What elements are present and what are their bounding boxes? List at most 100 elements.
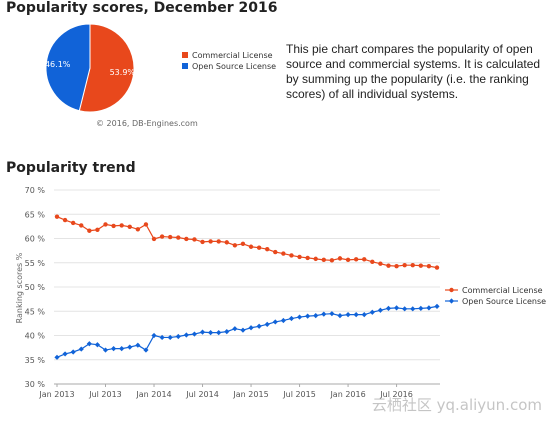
- data-point: [95, 227, 100, 232]
- data-point: [86, 341, 92, 347]
- data-point: [119, 223, 124, 228]
- y-axis-label: Ranking scores %: [15, 252, 24, 323]
- data-point: [305, 255, 310, 261]
- legend-swatch: [182, 52, 188, 58]
- data-point: [273, 249, 278, 255]
- pie-slice-open-source: [45, 23, 91, 112]
- data-point: [62, 351, 68, 357]
- data-point: [329, 311, 335, 317]
- data-point: [426, 263, 432, 269]
- legend-entry: Commercial License: [462, 286, 543, 295]
- y-axis-ticks: 30 % 35 % 40 % 45 % 50 % 55 % 60 % 65 % 70 %: [25, 186, 46, 389]
- data-point: [216, 239, 221, 244]
- data-point: [232, 243, 238, 248]
- data-point: [345, 312, 351, 318]
- data-point: [329, 258, 335, 263]
- trend-section-title: Popularity trend: [6, 160, 136, 176]
- data-point: [111, 223, 116, 229]
- data-point: [119, 345, 125, 352]
- data-point: [434, 303, 440, 309]
- data-point: [353, 312, 359, 318]
- data-point: [288, 315, 295, 322]
- x-tick-label: Jan 2016: [329, 390, 365, 399]
- data-point: [353, 257, 359, 262]
- data-point: [361, 312, 367, 318]
- data-point: [54, 354, 60, 360]
- data-point: [378, 261, 383, 266]
- data-point: [192, 237, 197, 242]
- x-tick-label: Jan 2013: [38, 390, 74, 399]
- y-tick-label: 70 %: [25, 186, 46, 195]
- pie-slice-label: 46.1%: [45, 60, 71, 69]
- x-tick-label: Jul 2013: [88, 390, 122, 399]
- legend-swatch: [182, 63, 188, 69]
- pie-slice-commercial: [78, 23, 135, 113]
- data-point: [216, 329, 222, 336]
- chart-grid: [54, 189, 440, 385]
- data-point: [159, 234, 165, 239]
- chart-credit: © 2016, DB-Engines.com: [96, 119, 198, 128]
- x-axis-ticks: Jan 2013 Jul 2013 Jan 2014 Jul 2014 Jan 2015…: [38, 384, 413, 399]
- data-point: [264, 321, 270, 327]
- trend-chart: 30 % 35 % 40 % 45 % 50 % 55 % 60 % 65 % 70 % Jan…: [15, 186, 546, 399]
- watermark: 云栖社区 yq.aliyun.com: [371, 396, 542, 414]
- data-point: [208, 239, 213, 244]
- data-point: [240, 327, 246, 333]
- series-open-source: [54, 303, 440, 360]
- data-point: [208, 329, 214, 336]
- legend-marker: [449, 287, 454, 293]
- y-tick-label: 30 %: [25, 380, 46, 389]
- legend-entry: Commercial License: [192, 51, 273, 60]
- legend-entry: Open Source License: [192, 62, 276, 71]
- data-point: [280, 317, 286, 324]
- x-tick-label: Jan 2015: [232, 390, 268, 399]
- data-point: [103, 222, 108, 227]
- data-point: [305, 313, 311, 319]
- pie-section-title: Popularity scores, December 2016: [6, 0, 278, 16]
- data-point: [175, 333, 181, 340]
- data-point: [297, 254, 302, 260]
- data-point: [224, 240, 229, 245]
- x-tick-label: Jul 2014: [185, 390, 219, 399]
- data-point: [135, 227, 141, 232]
- data-point: [248, 325, 254, 331]
- y-tick-label: 60 %: [25, 235, 46, 244]
- pie-slices: 53.9% 46.1%: [45, 23, 135, 113]
- data-point: [79, 223, 84, 228]
- data-point: [296, 314, 303, 320]
- pie-chart: 53.9% 46.1% Commercial License Open Source…: [45, 23, 276, 128]
- data-point: [418, 305, 424, 311]
- data-point: [402, 306, 408, 312]
- data-point: [313, 313, 319, 319]
- data-point: [151, 236, 157, 242]
- trend-legend: Commercial License Open Source License: [445, 286, 546, 306]
- data-point: [102, 347, 109, 353]
- data-point: [265, 246, 270, 252]
- data-point: [159, 334, 165, 341]
- data-point: [272, 319, 278, 325]
- data-point: [256, 245, 262, 250]
- data-point: [362, 257, 367, 262]
- data-point: [256, 323, 262, 329]
- x-tick-label: Jul 2016: [379, 390, 413, 399]
- data-point: [394, 263, 399, 269]
- data-point: [337, 313, 343, 319]
- x-tick-label: Jul 2015: [282, 390, 316, 399]
- data-point: [224, 329, 230, 335]
- data-point: [70, 220, 76, 226]
- data-point: [418, 263, 424, 268]
- data-point: [393, 305, 400, 311]
- data-point: [70, 349, 76, 355]
- data-point: [377, 307, 384, 313]
- x-tick-label: Jan 2014: [135, 390, 171, 399]
- data-point: [321, 257, 327, 263]
- y-tick-label: 65 %: [25, 210, 46, 219]
- legend-marker: [448, 298, 455, 304]
- series-commercial: [54, 214, 440, 270]
- data-point: [232, 326, 238, 332]
- y-tick-label: 40 %: [25, 332, 46, 341]
- data-point: [87, 228, 92, 233]
- pie-legend: Commercial License Open Source License: [182, 51, 276, 71]
- y-tick-label: 50 %: [25, 283, 46, 292]
- data-point: [167, 334, 173, 341]
